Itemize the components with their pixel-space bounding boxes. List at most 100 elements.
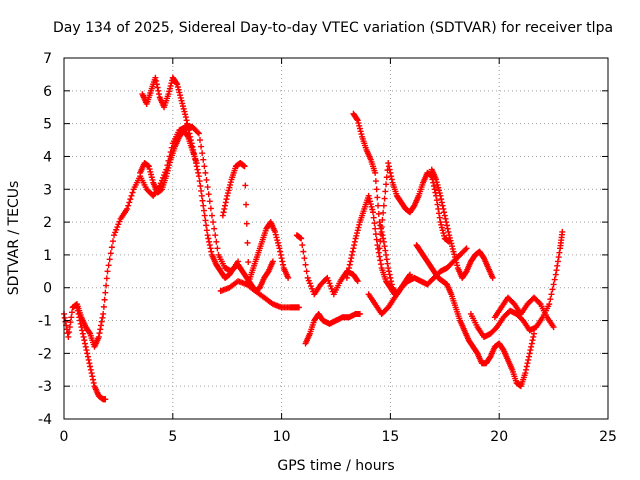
point-marker (220, 209, 227, 216)
point-marker (182, 114, 189, 121)
point-marker (277, 248, 284, 255)
point-marker (454, 262, 461, 269)
point-marker (274, 239, 281, 246)
point-marker (203, 227, 210, 234)
point-marker (529, 337, 536, 344)
point-marker (381, 243, 388, 250)
point-marker (76, 314, 83, 321)
point-marker (309, 285, 316, 292)
point-marker (66, 329, 73, 336)
point-marker (375, 249, 382, 256)
point-marker (552, 271, 559, 278)
point-marker (354, 117, 361, 124)
point-marker (448, 240, 455, 247)
point-marker (378, 224, 385, 231)
point-marker (174, 83, 181, 90)
point-marker (302, 261, 309, 268)
point-marker (109, 238, 116, 245)
point-marker (127, 196, 134, 203)
point-marker (439, 227, 446, 234)
point-marker (354, 230, 361, 237)
point-marker (279, 258, 286, 265)
point-marker (452, 256, 459, 263)
point-marker (377, 238, 384, 245)
point-marker (383, 174, 390, 181)
point-marker (195, 173, 202, 180)
point-marker (200, 207, 207, 214)
point-marker (243, 201, 250, 208)
point-marker (102, 289, 109, 296)
point-marker (103, 282, 110, 289)
point-marker (78, 324, 85, 331)
point-marker (183, 117, 190, 124)
point-marker (211, 225, 218, 232)
series-sat-c (139, 74, 276, 295)
point-marker (348, 255, 355, 262)
point-marker (528, 340, 535, 347)
point-marker (168, 80, 175, 87)
point-marker (112, 229, 119, 236)
point-marker (74, 304, 81, 311)
point-marker (102, 396, 109, 403)
point-marker (450, 248, 457, 255)
point-marker (449, 245, 456, 252)
y-tick-label: -2 (38, 346, 52, 362)
point-marker (388, 281, 395, 288)
series-sat-g (293, 232, 361, 298)
point-marker (199, 150, 206, 157)
point-marker (201, 163, 208, 170)
point-marker (269, 258, 276, 265)
point-marker (435, 210, 442, 217)
point-marker (530, 333, 537, 340)
point-marker (406, 271, 413, 278)
point-marker (301, 255, 308, 262)
point-marker (446, 232, 453, 239)
point-marker (554, 262, 561, 269)
point-marker (326, 280, 333, 287)
point-marker (103, 275, 110, 282)
point-marker (375, 202, 382, 209)
point-marker (165, 91, 172, 98)
point-marker (205, 235, 212, 242)
point-marker (202, 217, 209, 224)
point-marker (153, 77, 160, 84)
point-marker (439, 202, 446, 209)
point-marker (350, 245, 357, 252)
point-marker (527, 347, 534, 354)
point-marker (124, 205, 131, 212)
point-marker (463, 245, 470, 252)
point-marker (435, 187, 442, 194)
x-axis-label: GPS time / hours (277, 458, 394, 474)
series-sat-b (74, 304, 109, 403)
point-marker (435, 205, 442, 212)
point-marker (559, 228, 566, 235)
point-marker (89, 373, 96, 380)
point-marker (445, 228, 452, 235)
point-marker (75, 310, 82, 317)
point-marker (206, 238, 213, 245)
point-marker (146, 166, 153, 173)
point-marker (125, 202, 132, 209)
point-marker (195, 130, 202, 137)
series-sat-h (302, 310, 363, 347)
point-marker (153, 81, 160, 88)
point-marker (275, 242, 282, 249)
point-marker (213, 238, 220, 245)
y-tick-label: -3 (38, 379, 52, 395)
point-marker (371, 220, 378, 227)
point-marker (347, 258, 354, 265)
point-marker (97, 326, 104, 333)
point-marker (96, 330, 103, 337)
point-marker (367, 198, 374, 205)
point-marker (148, 174, 155, 181)
point-marker (98, 318, 105, 325)
point-marker (451, 254, 458, 261)
point-marker (348, 251, 355, 258)
data-points (61, 74, 566, 403)
point-marker (353, 232, 360, 239)
point-marker (355, 224, 362, 231)
point-marker (305, 277, 312, 284)
point-marker (82, 340, 89, 347)
point-marker (556, 249, 563, 256)
y-tick-label: 2 (43, 215, 52, 231)
